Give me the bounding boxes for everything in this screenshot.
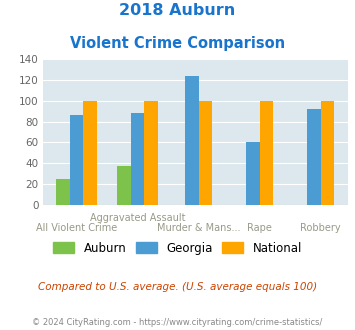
Text: Compared to U.S. average. (U.S. average equals 100): Compared to U.S. average. (U.S. average …	[38, 282, 317, 292]
Text: All Violent Crime: All Violent Crime	[36, 223, 117, 233]
Bar	[70, 115, 83, 205]
Bar	[246, 142, 260, 205]
Bar	[56, 179, 70, 205]
Text: Aggravated Assault: Aggravated Assault	[90, 213, 185, 223]
Bar	[83, 101, 97, 205]
Bar	[307, 109, 321, 205]
Bar	[198, 101, 212, 205]
Text: © 2024 CityRating.com - https://www.cityrating.com/crime-statistics/: © 2024 CityRating.com - https://www.city…	[32, 318, 323, 327]
Text: Violent Crime Comparison: Violent Crime Comparison	[70, 36, 285, 51]
Text: 2018 Auburn: 2018 Auburn	[119, 3, 236, 18]
Legend: Auburn, Georgia, National: Auburn, Georgia, National	[48, 237, 307, 259]
Bar	[131, 113, 144, 205]
Bar	[118, 166, 131, 205]
Bar	[144, 101, 158, 205]
Text: Robbery: Robbery	[300, 223, 341, 233]
Text: Murder & Mans...: Murder & Mans...	[157, 223, 240, 233]
Text: Rape: Rape	[247, 223, 272, 233]
Bar	[260, 101, 273, 205]
Bar	[321, 101, 334, 205]
Bar	[185, 76, 198, 205]
